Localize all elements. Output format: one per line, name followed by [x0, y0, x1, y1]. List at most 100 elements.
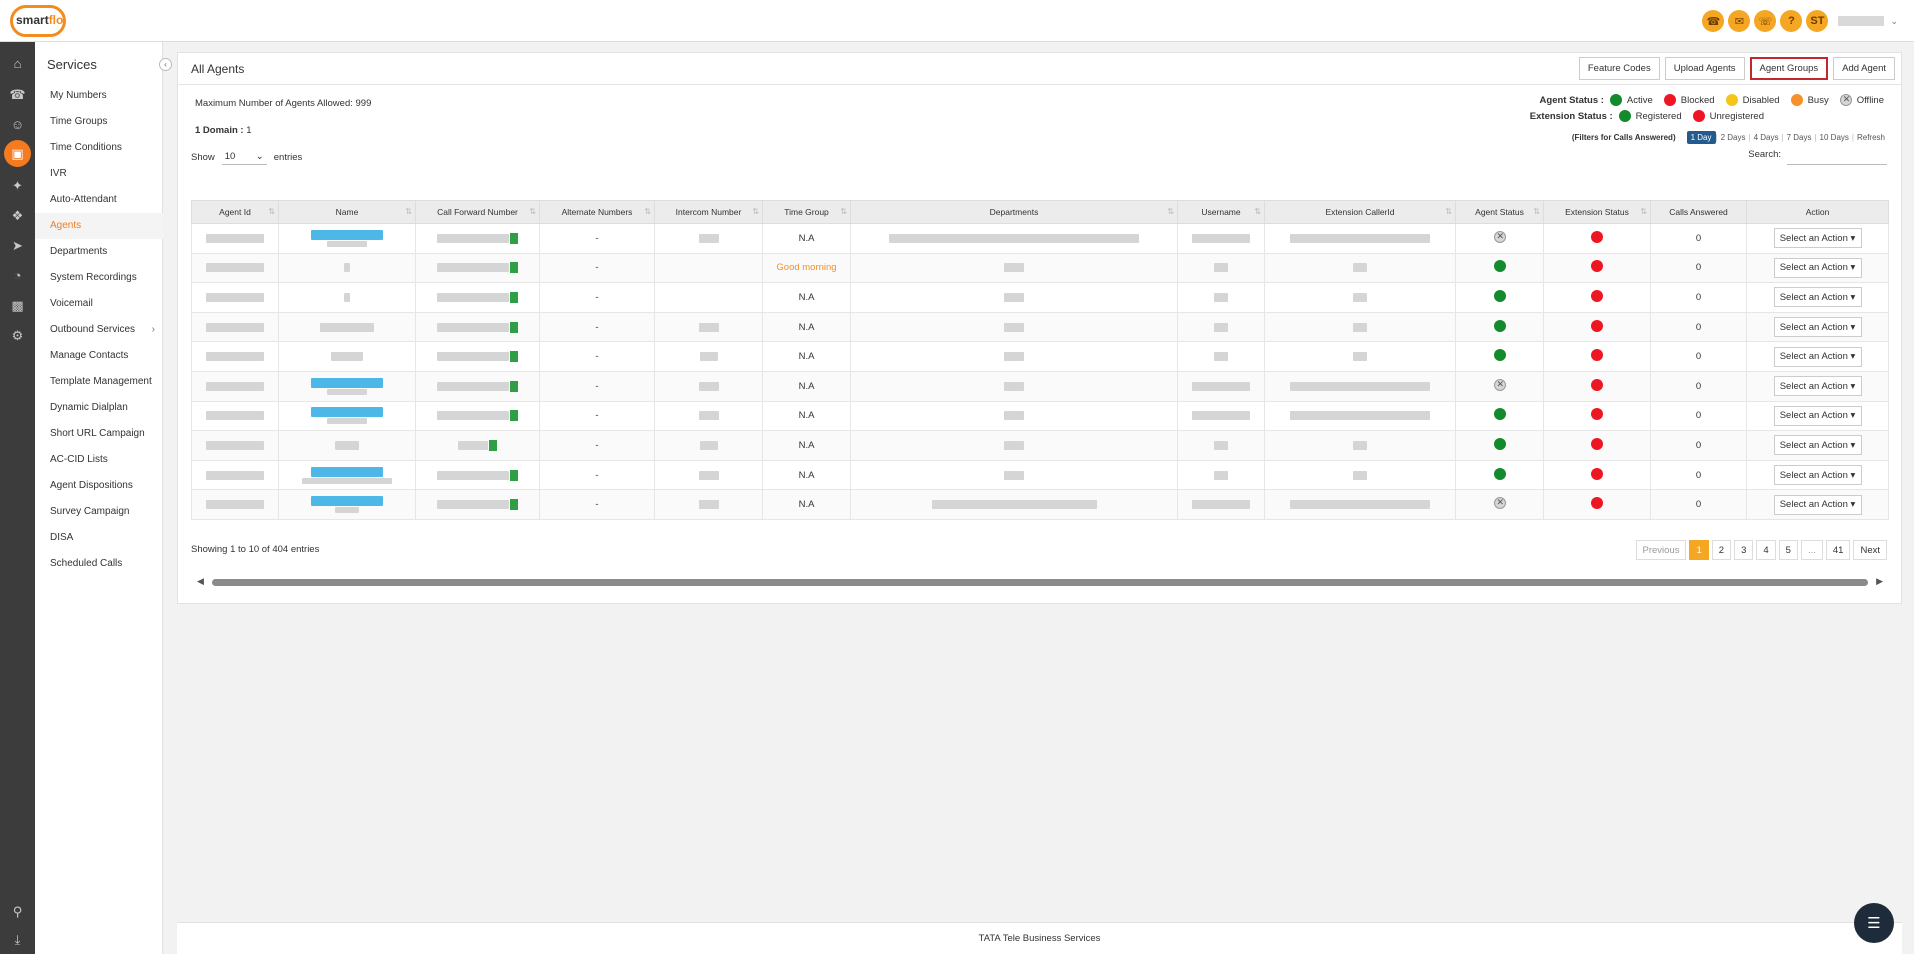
- phone-icon[interactable]: ☎: [1702, 10, 1725, 32]
- reports-icon[interactable]: ◔: [13, 268, 22, 283]
- help-icon[interactable]: ?: [1780, 10, 1803, 32]
- filter-2-days[interactable]: 2 Days: [1720, 133, 1746, 142]
- col-call-forward-number[interactable]: Call Forward Number ⇅: [415, 200, 540, 224]
- sidebar-item-manage-contacts[interactable]: Manage Contacts: [50, 350, 129, 361]
- download-icon[interactable]: ⤓: [14, 931, 21, 947]
- select-action-button[interactable]: Select an Action ▾: [1773, 287, 1862, 308]
- col-departments[interactable]: Departments ⇅: [850, 200, 1178, 224]
- col-username[interactable]: Username ⇅: [1177, 200, 1265, 224]
- feature-codes-button[interactable]: Feature Codes: [1578, 57, 1660, 80]
- filter-7-days[interactable]: 7 Days: [1786, 133, 1812, 142]
- sidebar-item-template-management[interactable]: Template Management: [50, 376, 152, 387]
- sidebar-item-my-numbers[interactable]: My Numbers: [50, 90, 107, 101]
- user-avatar[interactable]: ST: [1806, 10, 1829, 32]
- filter-1-day[interactable]: 1 Day: [1686, 131, 1716, 144]
- col-agent-id[interactable]: Agent Id ⇅: [191, 200, 279, 224]
- select-action-button[interactable]: Select an Action ▾: [1773, 376, 1862, 397]
- redacted-forward-number: [437, 352, 509, 362]
- sidebar-item-short-url-campaign[interactable]: Short URL Campaign: [50, 428, 145, 439]
- sidebar-item-outbound-services[interactable]: Outbound Services ›: [35, 317, 163, 343]
- call-settings-icon[interactable]: ☏: [1754, 10, 1777, 32]
- next-page-button[interactable]: Next: [1853, 540, 1887, 560]
- redacted-name[interactable]: [311, 407, 383, 418]
- sidebar-item-system-recordings[interactable]: System Recordings: [50, 272, 137, 283]
- chat-icon[interactable]: ☰: [1854, 903, 1894, 943]
- select-action-button[interactable]: Select an Action ▾: [1773, 465, 1862, 486]
- scrollbar-thumb[interactable]: [212, 579, 1868, 586]
- sidebar-item-ac-cid-lists[interactable]: AC-CID Lists: [50, 454, 108, 465]
- col-extension-callerid[interactable]: Extension CallerId ⇅: [1264, 200, 1456, 224]
- page-2-button[interactable]: 2: [1711, 540, 1732, 560]
- redacted-name[interactable]: [311, 377, 383, 388]
- col-extension-status[interactable]: Extension Status ⇅: [1543, 200, 1651, 224]
- smartflo-logo[interactable]: smartflo: [10, 5, 66, 37]
- select-action-button[interactable]: Select an Action ▾: [1773, 346, 1862, 367]
- user-name[interactable]: [1838, 16, 1885, 26]
- add-agent-button[interactable]: Add Agent: [1833, 57, 1895, 80]
- integrations-icon[interactable]: ❖: [11, 207, 24, 223]
- sidebar-item-auto-attendant[interactable]: Auto-Attendant: [50, 194, 117, 205]
- col-alternate-numbers[interactable]: Alternate Numbers ⇅: [539, 200, 655, 224]
- sms-icon[interactable]: ✉: [1728, 10, 1751, 32]
- home-icon[interactable]: ⌂: [13, 56, 22, 71]
- sidebar-item-time-groups[interactable]: Time Groups: [50, 116, 108, 127]
- sidebar-item-survey-campaign[interactable]: Survey Campaign: [50, 506, 130, 517]
- select-action-button[interactable]: Select an Action ▾: [1773, 494, 1862, 515]
- filter-10-days[interactable]: 10 Days: [1819, 133, 1849, 142]
- redacted-name-sub: [327, 240, 367, 247]
- redacted-name[interactable]: [311, 229, 383, 240]
- scroll-left-icon[interactable]: ◀: [197, 576, 204, 586]
- redacted-name[interactable]: [311, 466, 383, 477]
- select-action-button[interactable]: Select an Action ▾: [1773, 228, 1862, 249]
- sidebar-item-scheduled-calls[interactable]: Scheduled Calls: [50, 558, 123, 569]
- sidebar-collapse-button[interactable]: ‹: [159, 58, 172, 71]
- col-calls-answered[interactable]: Calls Answered: [1650, 200, 1747, 224]
- sidebar-item-ivr[interactable]: IVR: [50, 168, 67, 179]
- redacted-name[interactable]: [344, 292, 350, 302]
- scroll-right-icon[interactable]: ▶: [1876, 576, 1883, 586]
- search-input[interactable]: [1787, 149, 1887, 165]
- redacted-name[interactable]: [335, 440, 359, 450]
- sidebar-item-agents[interactable]: Agents: [35, 213, 163, 239]
- col-time-group[interactable]: Time Group ⇅: [762, 200, 851, 224]
- sidebar-item-voicemail[interactable]: Voicemail: [50, 298, 93, 309]
- entries-select[interactable]: 10 ⌄: [221, 149, 267, 165]
- services-icon[interactable]: ▣: [4, 140, 31, 167]
- chevron-down-icon[interactable]: ⌄: [1890, 15, 1898, 26]
- page-1-button[interactable]: 1: [1689, 540, 1709, 560]
- settings-icon[interactable]: ⚙: [11, 327, 24, 343]
- search-icon[interactable]: ⚲: [12, 903, 23, 919]
- select-action-button[interactable]: Select an Action ▾: [1773, 317, 1862, 338]
- horizontal-scrollbar[interactable]: ◀ ▶: [197, 576, 1883, 588]
- redacted-name[interactable]: [311, 496, 383, 507]
- analytics-icon[interactable]: ▩: [11, 297, 24, 313]
- select-action-button[interactable]: Select an Action ▾: [1773, 257, 1862, 278]
- col-intercom-number[interactable]: Intercom Number ⇅: [654, 200, 763, 224]
- page-3-button[interactable]: 3: [1734, 540, 1754, 560]
- refresh-link[interactable]: Refresh: [1856, 133, 1885, 142]
- redacted-name[interactable]: [320, 322, 374, 332]
- sidebar-item-agent-dispositions[interactable]: Agent Dispositions: [50, 480, 133, 491]
- phone-icon[interactable]: ☎: [9, 86, 26, 102]
- select-action-button[interactable]: Select an Action ▾: [1773, 435, 1862, 456]
- select-action-button[interactable]: Select an Action ▾: [1773, 405, 1862, 426]
- users-icon[interactable]: ☺: [10, 117, 25, 132]
- filter-4-days[interactable]: 4 Days: [1753, 133, 1779, 142]
- sidebar-item-dynamic-dialplan[interactable]: Dynamic Dialplan: [50, 402, 128, 413]
- routing-icon[interactable]: ➤: [12, 237, 23, 253]
- page-5-button[interactable]: 5: [1778, 540, 1798, 560]
- sidebar-item-time-conditions[interactable]: Time Conditions: [50, 142, 122, 153]
- redacted-name[interactable]: [331, 352, 363, 362]
- col-agent-status[interactable]: Agent Status ⇅: [1455, 200, 1544, 224]
- col-name[interactable]: Name ⇅: [278, 200, 416, 224]
- redacted-name[interactable]: [344, 263, 350, 273]
- upload-agents-button[interactable]: Upload Agents: [1664, 57, 1745, 80]
- agent-groups-button[interactable]: Agent Groups: [1749, 57, 1829, 80]
- page-4-button[interactable]: 4: [1756, 540, 1776, 560]
- sidebar-item-disa[interactable]: DISA: [50, 532, 74, 543]
- previous-page-button[interactable]: Previous: [1635, 540, 1687, 560]
- unregistered-status-icon: [1591, 467, 1603, 480]
- network-icon[interactable]: ✦: [12, 177, 23, 193]
- sidebar-item-departments[interactable]: Departments: [50, 246, 108, 257]
- page-41-button[interactable]: 41: [1825, 540, 1851, 560]
